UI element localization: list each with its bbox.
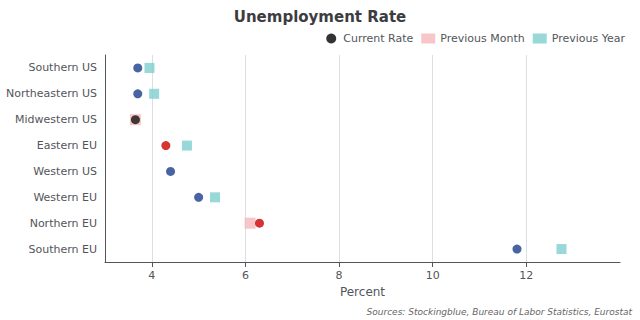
svg-text:Southern EU: Southern EU — [28, 243, 97, 256]
svg-text:Unemployment Rate: Unemployment Rate — [234, 8, 407, 26]
svg-text:Midwestern US: Midwestern US — [15, 113, 97, 126]
svg-text:Northeastern US: Northeastern US — [6, 87, 97, 100]
svg-text:10: 10 — [426, 269, 440, 282]
svg-text:12: 12 — [519, 269, 533, 282]
svg-text:Previous Month: Previous Month — [440, 32, 524, 45]
svg-text:4: 4 — [148, 269, 155, 282]
svg-text:Sources: Stockingblue, Bureau: Sources: Stockingblue, Bureau of Labor S… — [367, 307, 633, 317]
svg-text:6: 6 — [242, 269, 249, 282]
svg-text:Western EU: Western EU — [33, 191, 97, 204]
svg-text:Previous Year: Previous Year — [552, 32, 626, 45]
svg-text:Current Rate: Current Rate — [343, 32, 413, 45]
svg-text:Eastern EU: Eastern EU — [37, 139, 97, 152]
svg-text:Percent: Percent — [340, 285, 385, 299]
svg-text:8: 8 — [336, 269, 343, 282]
svg-text:Northern EU: Northern EU — [30, 217, 97, 230]
svg-text:Western US: Western US — [33, 165, 97, 178]
svg-text:Southern US: Southern US — [28, 61, 97, 74]
